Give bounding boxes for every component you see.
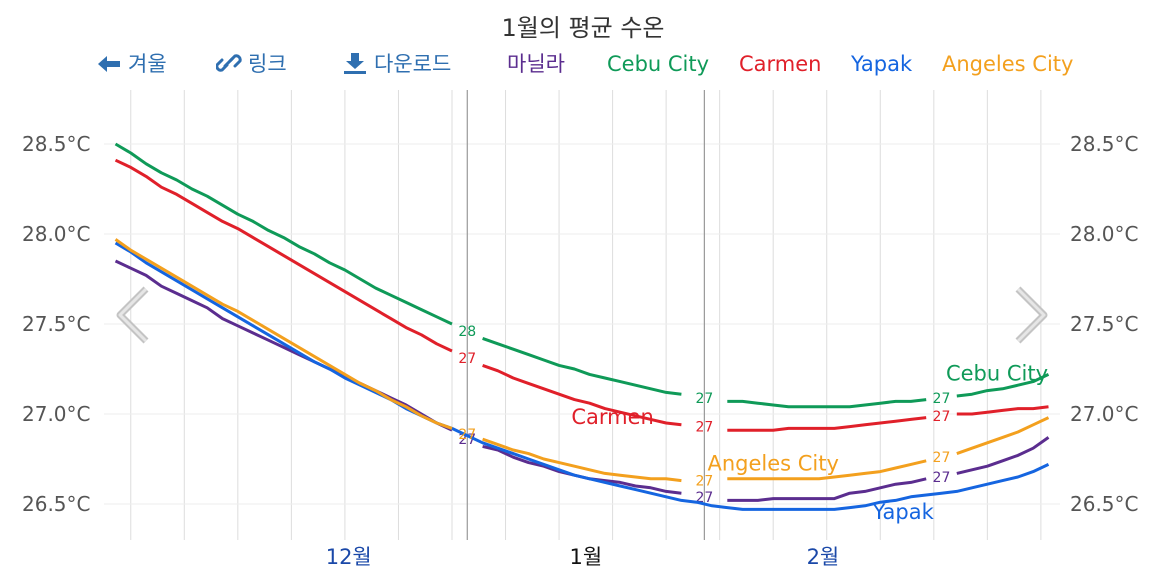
y-tick-label-left: 27.0°C xyxy=(22,402,91,426)
chart-title: 1월의 평균 수온 xyxy=(501,14,665,42)
series-line-angeles xyxy=(114,238,1050,483)
data-label-angeles: 27 xyxy=(458,427,476,443)
download-label: 다운로드 xyxy=(374,52,452,76)
grid xyxy=(104,90,1060,540)
legend-item-manila[interactable]: 마닐라 xyxy=(507,52,565,76)
y-tick-label-left: 28.0°C xyxy=(22,222,91,246)
download-button[interactable]: 다운로드 xyxy=(342,48,451,80)
data-label-manila: 27 xyxy=(933,470,951,486)
link-icon xyxy=(215,54,242,72)
back-label: 겨울 xyxy=(128,52,167,76)
y-tick-label-right: 26.5°C xyxy=(1070,492,1139,516)
data-label-cebu: 27 xyxy=(933,391,951,407)
series-name-label-carmen: Carmen xyxy=(571,405,653,429)
y-tick-label-right: 27.5°C xyxy=(1070,312,1139,336)
chevron-right-icon xyxy=(1015,286,1048,344)
link-label: 링크 xyxy=(248,52,287,76)
legend-item-angeles-city[interactable]: Angeles City xyxy=(942,52,1074,76)
series-line-yapak xyxy=(114,241,1050,511)
legend-item-carmen[interactable]: Carmen xyxy=(739,52,822,76)
arrow-left-icon xyxy=(98,56,120,72)
series-carmen: 27 27 27 Carmen xyxy=(114,158,1049,436)
y-tick-label-right: 28.0°C xyxy=(1070,222,1139,246)
series-line-cebu xyxy=(114,142,1050,409)
y-tick-label-left: 26.5°C xyxy=(22,492,91,516)
series-name-label-yapak: Yapak xyxy=(872,500,935,524)
y-tick-label-left: 27.5°C xyxy=(22,312,91,336)
data-label-cebu: 28 xyxy=(458,324,476,340)
data-label-angeles: 27 xyxy=(933,450,951,466)
data-label-angeles: 27 xyxy=(695,474,713,490)
y-tick-label-right: 28.5°C xyxy=(1070,132,1139,156)
data-label-carmen: 27 xyxy=(458,351,476,367)
data-label-cebu: 27 xyxy=(695,391,713,407)
legend-item-cebu-city[interactable]: Cebu City xyxy=(607,52,710,76)
link-button[interactable]: 링크 xyxy=(215,48,287,80)
x-month-label[interactable]: 12월 xyxy=(326,545,372,569)
legend-item-yapak[interactable]: Yapak xyxy=(851,52,913,76)
series-yapak: Yapak xyxy=(114,241,1050,524)
download-icon xyxy=(344,53,366,74)
x-month-label[interactable]: 2월 xyxy=(807,545,840,569)
chevron-left-icon xyxy=(116,286,149,344)
data-label-carmen: 27 xyxy=(933,409,951,425)
data-label-carmen: 27 xyxy=(695,420,713,436)
y-tick-label-right: 27.0°C xyxy=(1070,402,1139,426)
series-line-carmen xyxy=(114,158,1049,432)
series-cebu: 28 27 27 Cebu City xyxy=(114,142,1050,409)
y-tick-label-left: 28.5°C xyxy=(22,132,91,156)
series-name-label-cebu: Cebu City xyxy=(946,362,1048,386)
chart-toolbar: 겨울 링크 다운로드 마닐라 Cebu City Carmen Yapak An… xyxy=(0,48,1166,80)
x-month-label[interactable]: 1월 xyxy=(569,545,602,569)
previous-month-button[interactable] xyxy=(112,285,152,345)
next-month-button[interactable] xyxy=(1012,285,1052,345)
series-name-label-angeles: Angeles City xyxy=(707,452,838,476)
back-button[interactable]: 겨울 xyxy=(96,48,167,80)
